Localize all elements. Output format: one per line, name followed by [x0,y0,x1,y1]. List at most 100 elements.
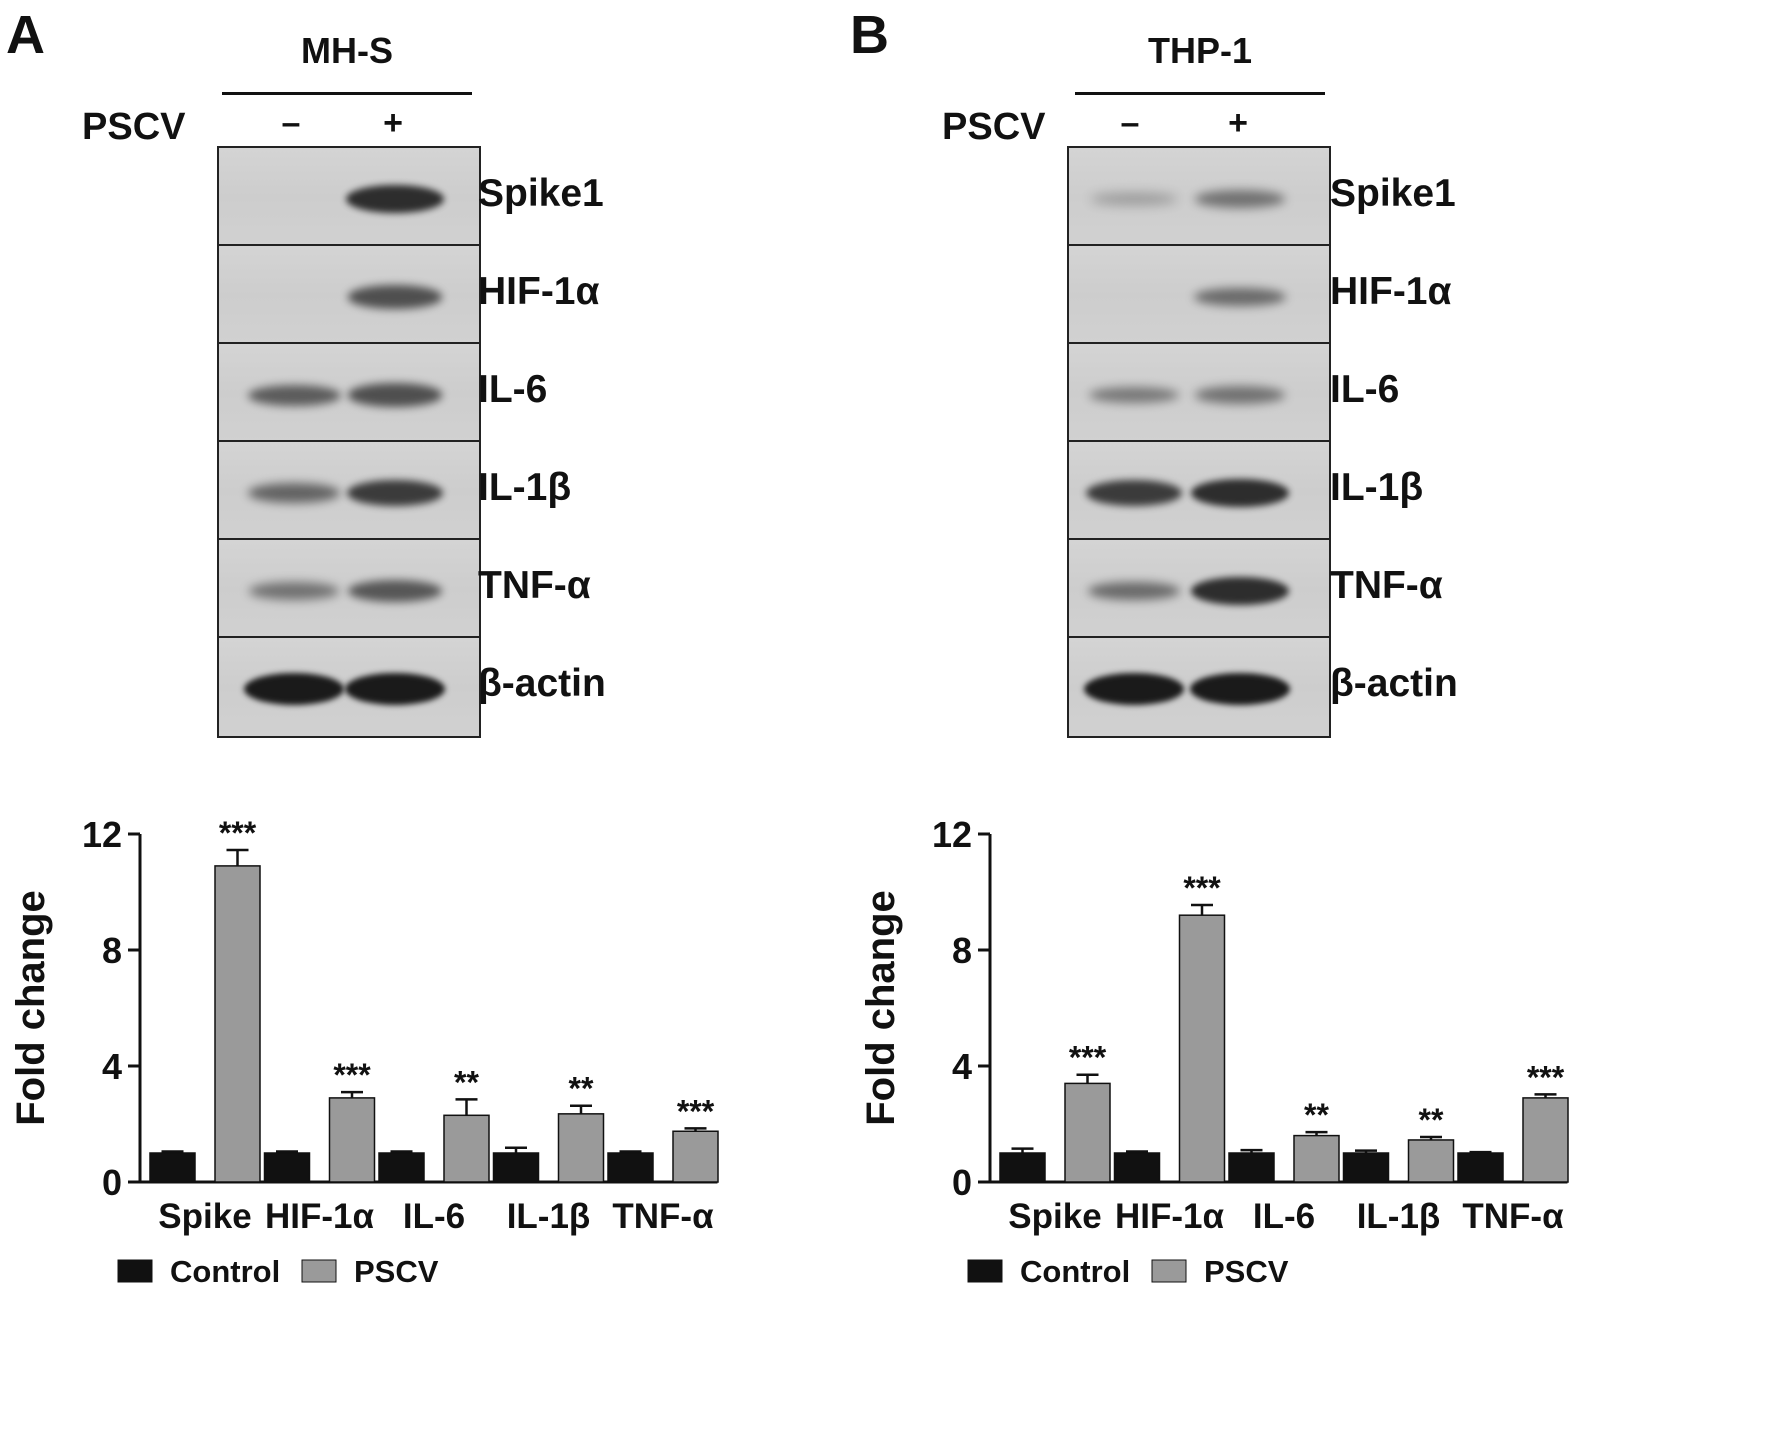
legend-swatch-control [117,1259,153,1283]
x-tick-label: Spike [158,1197,251,1236]
blot-strip [217,244,481,346]
y-tick-label: 4 [102,1046,122,1087]
y-tick-label: 0 [102,1162,122,1203]
panel-letter: A [6,5,45,65]
legend-swatch-control [967,1259,1003,1283]
protein-band [347,285,443,309]
bar-control [607,1152,654,1183]
y-tick-label: 12 [82,814,122,855]
legend-label-control: Control [1020,1254,1130,1289]
blot-strip [1067,440,1331,542]
protein-band [1088,581,1180,601]
x-tick-label: IL-1β [507,1197,591,1236]
significance-label: *** [333,1057,371,1093]
significance-label: *** [1069,1040,1107,1076]
blot-strip [1067,538,1331,640]
bar-pscv [672,1130,719,1183]
legend-swatch-pscv [301,1259,337,1283]
protein-band [1085,479,1183,507]
significance-label: ** [1419,1102,1444,1138]
lane-sign-minus: – [281,104,301,142]
blot-strip [217,538,481,640]
cell-line-underline [1075,92,1325,95]
bar-pscv [328,1097,376,1183]
x-tick-label: IL-1β [1357,1197,1441,1236]
blot-label: HIF-1α [1330,270,1452,313]
blot-label: IL-6 [1330,368,1400,411]
significance-label: *** [677,1093,715,1129]
x-tick-label: HIF-1α [1115,1197,1225,1236]
x-tick-label: IL-6 [403,1197,465,1236]
bar-pscv [1522,1097,1569,1183]
blot-strip [1067,636,1331,738]
legend-label-control: Control [170,1254,280,1289]
significance-label: *** [219,815,257,851]
protein-band [347,383,443,407]
blot-label: Spike1 [478,172,604,215]
blot-strip [217,146,481,248]
blot-strip [217,342,481,444]
y-tick-label: 4 [952,1046,972,1087]
lane-sign-minus: – [1120,104,1140,142]
treatment-label: PSCV [942,106,1046,148]
legend-label-pscv: PSCV [354,1254,439,1289]
significance-label: *** [1527,1059,1565,1095]
blot-label: IL-1β [478,466,572,509]
bar-control [492,1152,540,1183]
blot-label: β-actin [1330,662,1458,705]
protein-band [1191,478,1289,508]
lane-sign-plus: + [1228,104,1248,142]
y-tick-label: 0 [952,1162,972,1203]
cell-line-label: THP-1 [1147,30,1252,71]
y-tick-label: 8 [102,930,122,971]
protein-band [1194,287,1286,307]
blot-strip [1067,146,1331,248]
protein-band [1191,576,1289,606]
blot-label: TNF-α [478,564,591,607]
protein-band [346,479,444,507]
significance-label: ** [1304,1097,1329,1133]
blot-strip [217,636,481,738]
bar-pscv [1407,1139,1455,1183]
protein-band [1194,386,1286,404]
protein-band [244,673,344,705]
significance-label: ** [454,1064,479,1100]
protein-band [346,184,444,214]
x-tick-label: TNF-α [1462,1197,1564,1236]
bar-pscv [1293,1134,1340,1183]
panel-a: A MH-S PSCV – + Spike1 HIF-1α IL-6 IL-1β TNF… [6,5,719,1289]
cell-line-label: MH-S [301,30,393,71]
bar-pscv [443,1114,490,1183]
bar-pscv [214,865,261,1183]
blot-label: TNF-α [1330,564,1443,607]
panel-letter: B [850,5,889,65]
protein-band [345,673,445,705]
bar-pscv [1064,1082,1111,1183]
bar-chart-b: Fold change 0 4 8 12 *** Spike *** HIF-1α ** IL-6 *… [859,814,1569,1289]
x-tick-label: TNF-α [612,1197,714,1236]
protein-band [1190,673,1290,705]
blot-label: IL-1β [1330,466,1424,509]
protein-band [1084,673,1184,705]
bar-control [1113,1152,1161,1183]
treatment-label: PSCV [82,106,186,148]
y-axis-label: Fold change [859,890,903,1126]
y-axis-label: Fold change [9,890,53,1126]
cell-line-underline [222,92,472,95]
y-tick-label: 8 [952,930,972,971]
protein-band [1090,193,1178,205]
blot-label: HIF-1α [478,270,600,313]
significance-label: *** [1183,870,1221,906]
blot-label: Spike1 [1330,172,1456,215]
protein-band [247,384,341,406]
protein-band [348,579,442,603]
bar-control [1457,1152,1504,1183]
protein-band [1194,190,1286,208]
bar-pscv [557,1113,605,1183]
bar-control [378,1152,425,1183]
x-tick-label: IL-6 [1253,1197,1315,1236]
panel-b: B THP-1 PSCV – + Spike1 HIF-1α IL-6 IL-1β TN… [850,0,1770,1446]
x-tick-label: HIF-1α [265,1197,375,1236]
significance-label: ** [569,1071,594,1107]
bar-control [999,1152,1046,1183]
